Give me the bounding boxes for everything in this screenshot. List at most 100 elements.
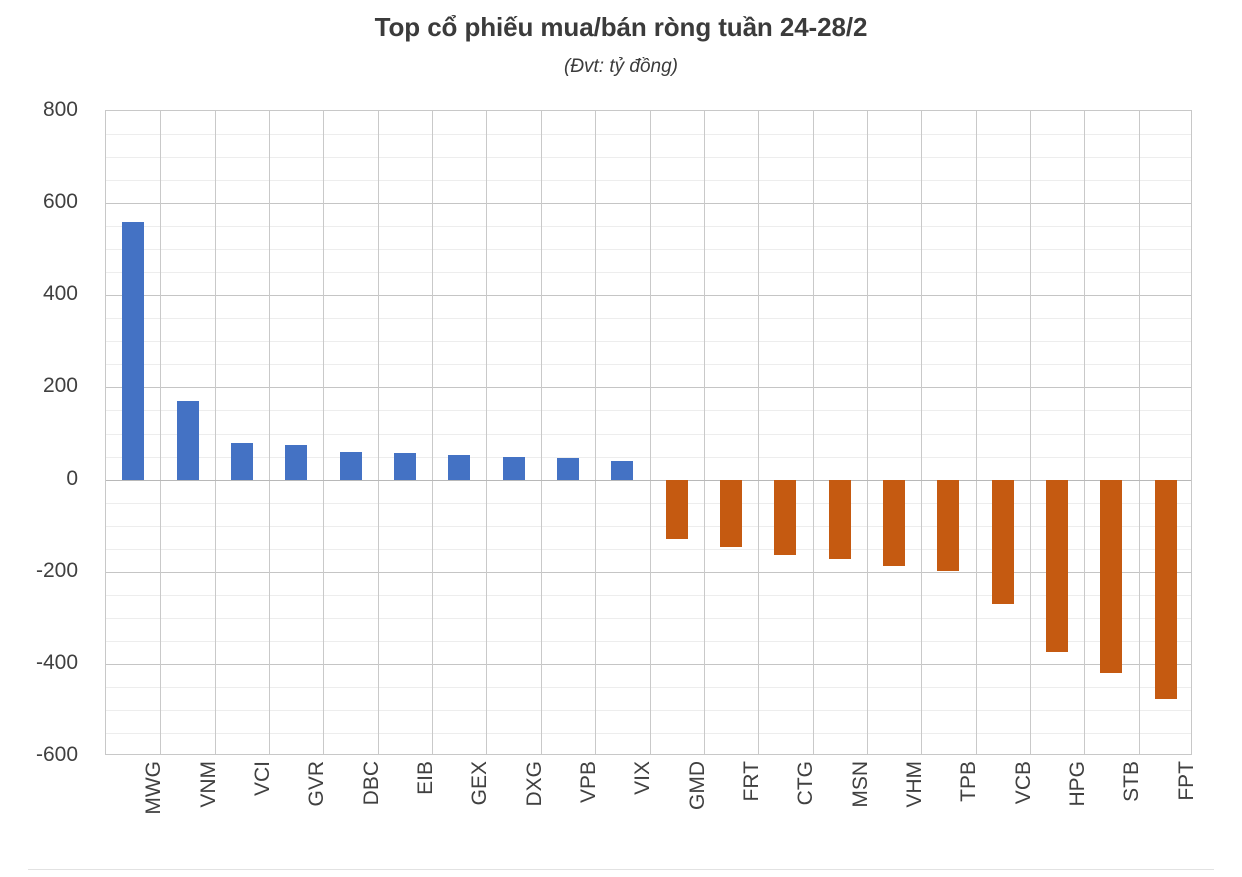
x-axis-tick-label: STB bbox=[1120, 761, 1144, 802]
gridline-minor bbox=[106, 341, 1191, 343]
x-axis-tick-label: GVR bbox=[305, 761, 329, 807]
x-axis-tick-label: VIX bbox=[631, 761, 655, 795]
gridline-minor bbox=[106, 456, 1191, 458]
x-axis-tick-label: FPT bbox=[1174, 761, 1198, 801]
bar-vci[interactable] bbox=[230, 442, 253, 480]
y-axis-tick-label: 600 bbox=[42, 190, 78, 214]
gridline-minor bbox=[106, 502, 1191, 504]
gridline-minor bbox=[106, 134, 1191, 136]
bar-gex[interactable] bbox=[448, 455, 471, 480]
bar-mwg[interactable] bbox=[122, 222, 145, 480]
gridline-major bbox=[106, 203, 1191, 205]
y-axis-tick-label: -200 bbox=[35, 558, 78, 582]
bar-stb[interactable] bbox=[1100, 479, 1123, 674]
x-axis-tick-label: DXG bbox=[522, 761, 546, 807]
gridline-vertical bbox=[432, 111, 433, 754]
bar-dxg[interactable] bbox=[502, 456, 525, 480]
gridline-minor bbox=[106, 617, 1191, 619]
gridline-vertical bbox=[976, 111, 977, 754]
bar-vcb[interactable] bbox=[991, 479, 1014, 604]
gridline-vertical bbox=[1084, 111, 1085, 754]
gridline-vertical bbox=[867, 111, 868, 754]
gridline-minor bbox=[106, 640, 1191, 642]
gridline-vertical bbox=[1139, 111, 1140, 754]
bar-frt[interactable] bbox=[720, 479, 743, 547]
gridline-minor bbox=[106, 525, 1191, 527]
gridline-minor bbox=[106, 272, 1191, 274]
gridline-minor bbox=[106, 180, 1191, 182]
bar-ctg[interactable] bbox=[774, 479, 797, 555]
y-axis-tick-label: 400 bbox=[42, 282, 78, 306]
x-axis-tick-label: VHM bbox=[903, 761, 927, 808]
bar-vix[interactable] bbox=[611, 461, 634, 480]
gridline-minor bbox=[106, 226, 1191, 228]
x-axis-tick-label: HPG bbox=[1066, 761, 1090, 807]
gridline-major bbox=[106, 295, 1191, 297]
bar-eib[interactable] bbox=[393, 452, 416, 480]
x-axis-tick-label: VCB bbox=[1011, 761, 1035, 805]
gridline-major bbox=[106, 387, 1191, 389]
y-axis-tick-label: 800 bbox=[42, 98, 78, 121]
gridline-vertical bbox=[704, 111, 705, 754]
gridline-minor bbox=[106, 548, 1191, 550]
y-axis-tick-label: 200 bbox=[42, 374, 78, 398]
x-axis-tick-label: VPB bbox=[576, 761, 600, 804]
gridline-minor bbox=[106, 410, 1191, 412]
gridline-vertical bbox=[650, 111, 651, 754]
bar-hpg[interactable] bbox=[1046, 479, 1069, 653]
gridline-vertical bbox=[323, 111, 324, 754]
plot-area bbox=[105, 110, 1192, 755]
x-axis-tick-label: GMD bbox=[685, 761, 709, 810]
gridline-minor bbox=[106, 709, 1191, 711]
chart-subtitle: (Đvt: tỷ đồng) bbox=[563, 56, 679, 77]
bar-gmd[interactable] bbox=[665, 479, 688, 539]
gridline-major bbox=[106, 663, 1191, 665]
gridline-minor bbox=[106, 433, 1191, 435]
x-axis-tick-label: GEX bbox=[468, 761, 492, 806]
zero-axis-line bbox=[106, 479, 1191, 481]
x-axis-tick-label: EIB bbox=[413, 761, 437, 795]
bars bbox=[106, 111, 1191, 754]
x-axis-tick-label: MWG bbox=[142, 761, 166, 815]
gridlines bbox=[106, 111, 1191, 754]
chart-title: Top cổ phiếu mua/bán ròng tuần 24-28/2 bbox=[374, 12, 868, 42]
x-axis-tick-label: CTG bbox=[794, 761, 818, 806]
x-axis-tick-label: VCI bbox=[250, 761, 274, 797]
bar-fpt[interactable] bbox=[1154, 479, 1177, 699]
gridline-vertical bbox=[160, 111, 161, 754]
gridline-vertical bbox=[486, 111, 487, 754]
gridline-minor bbox=[106, 732, 1191, 734]
y-axis-labels: 800 600 400 200 0 -200 -400 -600 bbox=[0, 98, 92, 766]
bar-tpb[interactable] bbox=[937, 479, 960, 571]
gridline-vertical bbox=[813, 111, 814, 754]
bar-gvr[interactable] bbox=[285, 445, 308, 480]
bar-dbc[interactable] bbox=[339, 451, 362, 480]
y-axis-tick-label: 0 bbox=[66, 466, 78, 490]
bar-vhm[interactable] bbox=[883, 479, 906, 566]
gridline-vertical bbox=[1030, 111, 1031, 754]
y-axis-tick-label: -600 bbox=[35, 743, 78, 766]
gridline-minor bbox=[106, 157, 1191, 159]
gridline-minor bbox=[106, 318, 1191, 320]
gridline-vertical bbox=[378, 111, 379, 754]
gridline-vertical bbox=[269, 111, 270, 754]
x-axis-labels: MWG VNM VCI GVR DBC EIB GEX DXG VPB VIX GMD FRT CTG M… bbox=[105, 757, 1198, 867]
x-axis-tick-label: FRT bbox=[740, 761, 764, 802]
x-axis-tick-label: MSN bbox=[848, 761, 872, 808]
gridline-vertical bbox=[541, 111, 542, 754]
gridline-major bbox=[106, 571, 1191, 573]
bar-msn[interactable] bbox=[828, 479, 851, 559]
gridline-vertical bbox=[921, 111, 922, 754]
bar-vpb[interactable] bbox=[556, 458, 579, 480]
gridline-minor bbox=[106, 364, 1191, 366]
bar-vnm[interactable] bbox=[176, 401, 199, 480]
x-axis-tick-label: VNM bbox=[196, 761, 220, 808]
bottom-divider bbox=[28, 869, 1214, 870]
gridline-vertical bbox=[595, 111, 596, 754]
gridline-minor bbox=[106, 686, 1191, 688]
gridline-minor bbox=[106, 249, 1191, 251]
x-axis-tick-label: DBC bbox=[359, 761, 383, 806]
gridline-vertical bbox=[215, 111, 216, 754]
gridline-vertical bbox=[758, 111, 759, 754]
